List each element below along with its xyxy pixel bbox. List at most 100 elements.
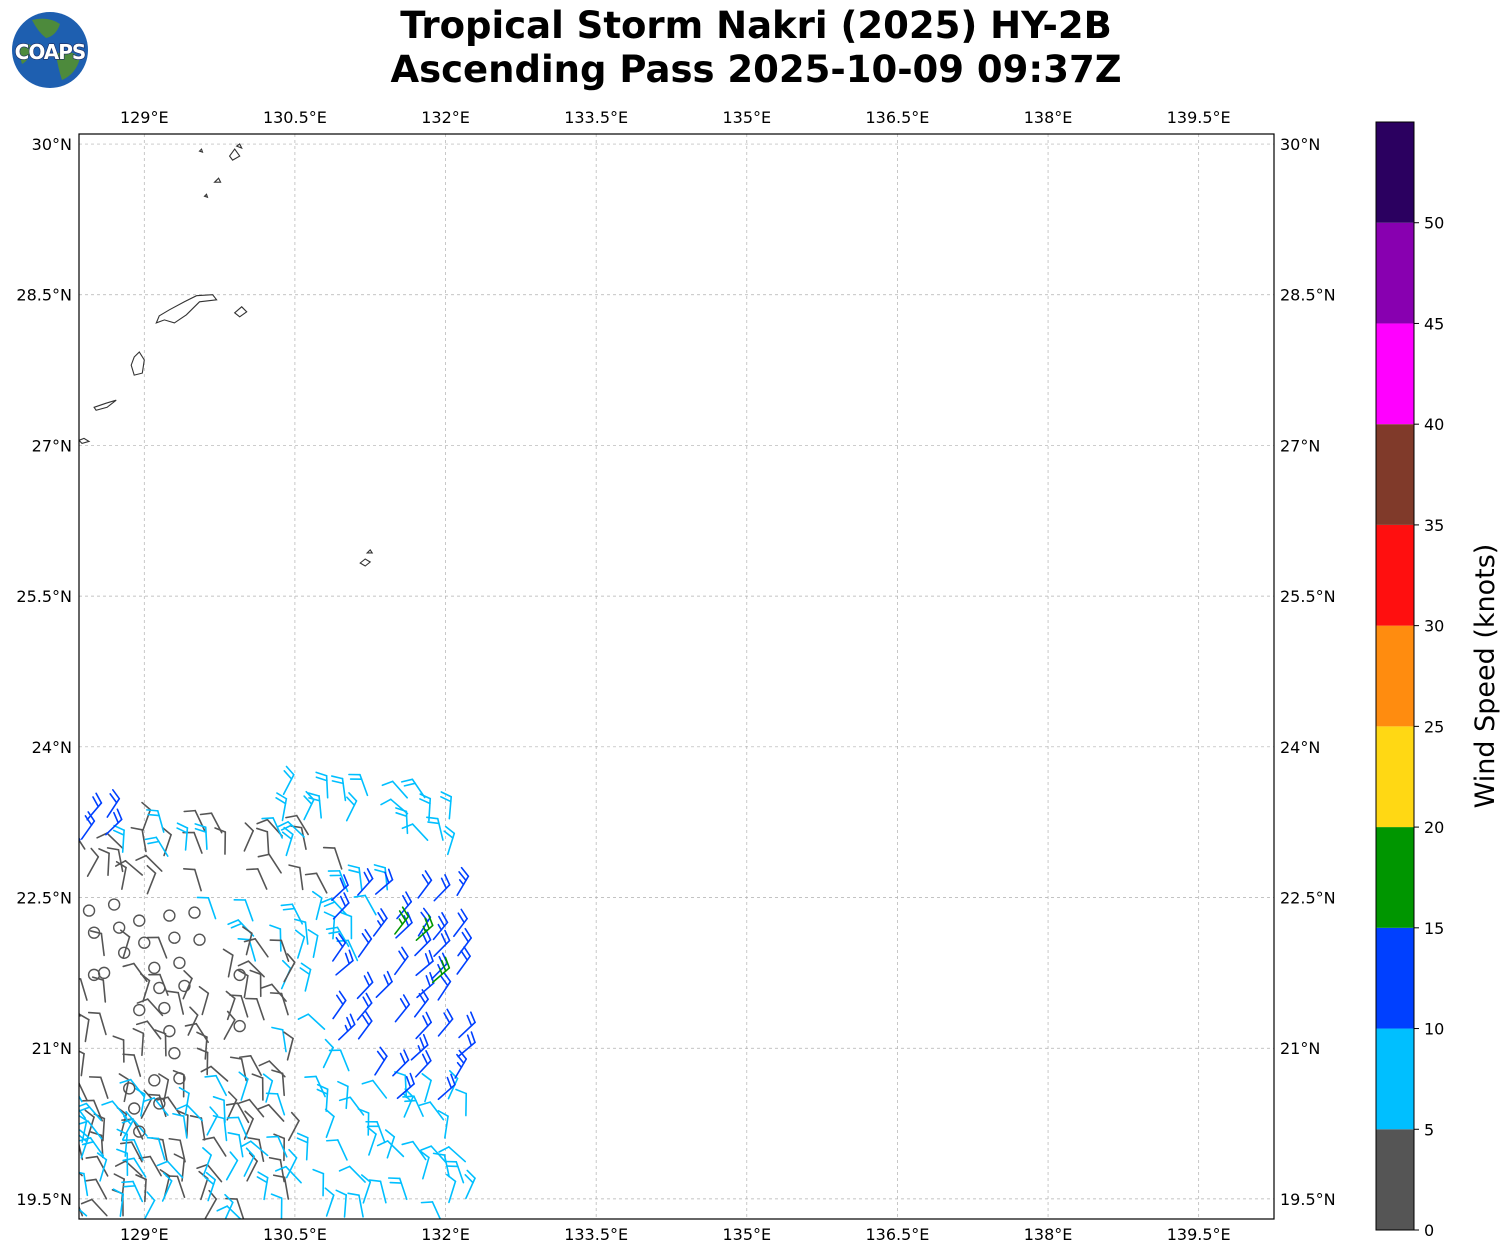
wind-barb	[86, 792, 103, 821]
wind-barb	[80, 1198, 108, 1217]
wind-barb	[282, 765, 295, 796]
wind-barb	[112, 1188, 125, 1218]
wind-barb	[325, 926, 350, 948]
wind-barb	[337, 1080, 349, 1110]
colorbar-tick-label-9: 45	[1424, 314, 1444, 333]
wind-barb	[437, 1109, 449, 1139]
colorbar-bin-0	[1376, 1129, 1414, 1230]
calm-wind-marker	[82, 904, 96, 917]
lat-label-right-1: 28.5°N	[1280, 286, 1336, 305]
wind-barb	[417, 870, 433, 899]
wind-barb	[277, 821, 305, 838]
wind-barb	[98, 848, 110, 877]
wind-barb	[275, 1165, 302, 1184]
wind-barb	[135, 1020, 162, 1040]
wind-barb	[271, 1026, 287, 1053]
wind-barb	[401, 1140, 427, 1161]
lat-label-left-1: 28.5°N	[16, 286, 72, 305]
wind-barb	[324, 1108, 335, 1138]
coaps-logo-icon: COAPS	[12, 12, 88, 88]
calm-wind-marker	[133, 914, 146, 927]
wind-barb	[224, 1193, 234, 1219]
wind-barb	[243, 822, 254, 852]
wind-barb	[402, 1088, 414, 1118]
wind-barb	[296, 1132, 309, 1161]
wind-barb	[204, 1074, 227, 1097]
colorbar-frame	[1375, 121, 1415, 1231]
colorbar-tick-label-8: 40	[1424, 415, 1444, 434]
colorbar-bin-2	[1376, 927, 1414, 1029]
wind-barb	[105, 808, 123, 836]
wind-barb	[175, 1104, 203, 1122]
wind-barb	[322, 1038, 334, 1069]
wind-barb	[132, 1027, 145, 1057]
wind-barb	[394, 1071, 408, 1099]
wind-barb	[374, 868, 394, 895]
island-tokara1	[228, 148, 241, 161]
wind-barb	[101, 1100, 128, 1119]
lon-label-bottom-1: 130.5°E	[263, 1225, 327, 1244]
lon-label-bottom-3: 133.5°E	[564, 1225, 628, 1244]
wind-barb	[148, 973, 169, 996]
wind-barb	[433, 874, 451, 902]
wind-barb	[194, 823, 208, 850]
lon-label-bottom-2: 132°E	[421, 1225, 470, 1244]
wind-barb	[79, 1108, 87, 1120]
wind-barb	[262, 1073, 274, 1103]
colorbar-tick-label-3: 15	[1424, 919, 1444, 938]
lat-label-left-5: 22.5°N	[16, 889, 72, 908]
lon-label-top-4: 135°E	[722, 108, 771, 127]
wind-barb	[280, 903, 304, 925]
wind-barb	[357, 868, 374, 896]
wind-barb	[189, 1114, 206, 1141]
calm-wind-marker	[133, 1125, 146, 1138]
wind-barb	[79, 1094, 83, 1103]
colorbar-tick-label-0: 0	[1424, 1221, 1434, 1240]
wind-barb	[455, 1088, 468, 1117]
title-line-2: Ascending Pass 2025-10-09 09:37Z	[390, 48, 1122, 91]
wind-barb	[433, 929, 451, 957]
lat-label-left-6: 21°N	[32, 1039, 72, 1058]
wind-barb	[283, 1031, 294, 1061]
wind-barb	[419, 1150, 430, 1180]
wind-barb	[380, 798, 409, 815]
calm-wind-marker	[148, 1074, 161, 1087]
wind-barb	[356, 992, 373, 1021]
wind-barb	[303, 790, 315, 821]
wind-barb	[304, 1075, 326, 1098]
calm-wind-marker	[87, 926, 101, 939]
wind-barb	[260, 983, 287, 1002]
wind-barb	[415, 1050, 432, 1078]
colorbar-bin-6	[1376, 524, 1414, 626]
wind-barb	[335, 1189, 347, 1218]
wind-barb	[106, 789, 121, 818]
wind-barb	[245, 997, 265, 1021]
wind-barb	[96, 1152, 108, 1182]
wind-barb	[141, 801, 152, 832]
wind-barb	[375, 970, 393, 998]
wind-barb	[86, 847, 100, 877]
wind-barb	[361, 1079, 388, 1099]
wind-barb	[356, 971, 374, 1000]
wind-barb	[199, 812, 223, 834]
wind-barb	[187, 1006, 199, 1036]
wind-barb	[226, 1091, 238, 1121]
wind-barb	[258, 1060, 286, 1078]
colorbar-tick-label-1: 5	[1424, 1120, 1434, 1139]
wind-barb	[316, 1083, 329, 1112]
wind-barb	[212, 1096, 226, 1124]
wind-barb	[227, 919, 255, 937]
wind-barb	[79, 1137, 105, 1157]
island-tokara5	[198, 148, 204, 153]
calm-wind-marker	[87, 968, 101, 982]
colorbar-bin-1	[1376, 1028, 1414, 1130]
wind-barb	[79, 838, 86, 850]
wind-barb	[165, 1175, 186, 1199]
wind-barb	[206, 1106, 219, 1136]
wind-barb	[87, 1011, 107, 1036]
calm-wind-marker	[168, 1047, 181, 1060]
wind-barb	[387, 1177, 408, 1201]
wind-barb	[347, 1192, 364, 1218]
wind-barb	[122, 1157, 147, 1178]
